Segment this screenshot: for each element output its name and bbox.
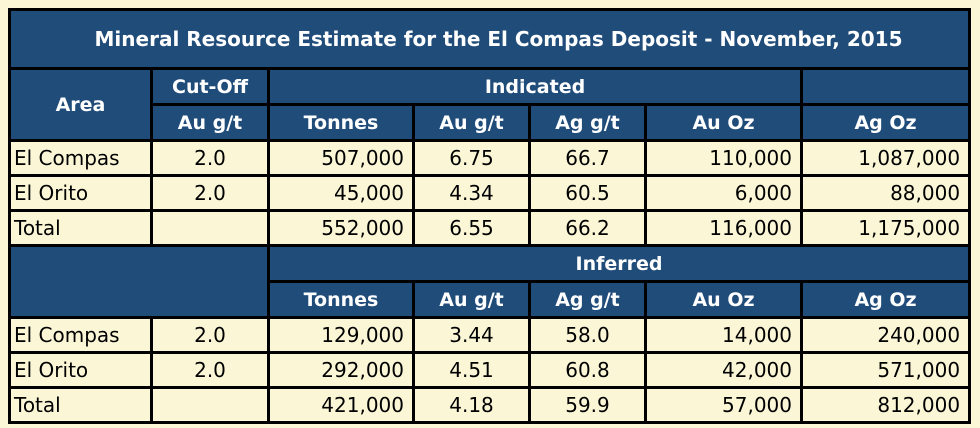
table-row-inferred-el-compas: El Compas 2.0 129,000 3.44 58.0 14,000 2… — [8, 316, 972, 354]
cell-area: Total — [8, 386, 153, 424]
cell-cutoff: 2.0 — [150, 351, 270, 389]
cell-au-gt: 4.18 — [412, 386, 531, 424]
table-row-indicated-el-compas: El Compas 2.0 507,000 6.75 66.7 110,000 … — [8, 139, 972, 177]
indicated-header-row-2: Au g/t Tonnes Au g/t Ag g/t Au Oz Ag Oz — [10, 103, 972, 142]
cell-au-oz: 42,000 — [644, 351, 803, 389]
cell-au-gt: 4.51 — [412, 351, 531, 389]
col-header-cutoff: Cut-Off — [150, 67, 270, 106]
cell-au-gt: 6.75 — [412, 139, 531, 177]
cell-ag-oz: 1,175,000 — [799, 209, 972, 247]
cell-cutoff — [150, 386, 270, 424]
col-header-au-gt: Au g/t — [412, 103, 531, 142]
cell-tonnes: 507,000 — [267, 139, 415, 177]
col-header-au-gt-inferred: Au g/t — [412, 280, 531, 319]
inferred-header-row-1: Inferred — [8, 244, 972, 319]
cell-tonnes: 292,000 — [267, 351, 415, 389]
table-row-inferred-total: Total 421,000 4.18 59.9 57,000 812,000 — [8, 386, 972, 424]
table-title-cell: Mineral Resource Estimate for the El Com… — [7, 8, 972, 70]
cell-au-gt: 6.55 — [412, 209, 531, 247]
section-header-inferred: Inferred — [266, 244, 972, 283]
cell-ag-gt: 60.8 — [528, 351, 647, 389]
cell-au-oz: 110,000 — [644, 139, 803, 177]
table-row-indicated-el-orito: El Orito 2.0 45,000 4.34 60.5 6,000 88,0… — [8, 174, 972, 212]
col-header-au-oz: Au Oz — [644, 103, 803, 142]
cell-au-oz: 6,000 — [644, 174, 803, 212]
section-header-indicated: Indicated — [267, 67, 803, 106]
col-header-au-oz-inferred: Au Oz — [644, 280, 803, 319]
cell-tonnes: 421,000 — [267, 386, 415, 424]
indicated-header-row-1: Area Cut-Off Indicated — [8, 67, 972, 142]
col-header-tonnes-inferred: Tonnes — [267, 280, 415, 319]
col-header-cutoff-unit: Au g/t — [150, 103, 270, 142]
cell-ag-oz: 812,000 — [799, 386, 972, 424]
table-row-indicated-total: Total 552,000 6.55 66.2 116,000 1,175,00… — [8, 209, 972, 247]
col-header-ag-oz-inferred: Ag Oz — [799, 280, 972, 319]
cell-area: El Orito — [8, 351, 153, 389]
cell-au-oz: 116,000 — [644, 209, 803, 247]
cell-tonnes: 552,000 — [267, 209, 415, 247]
cell-cutoff: 2.0 — [150, 139, 270, 177]
col-header-ag-gt-inferred: Ag g/t — [528, 280, 647, 319]
cell-area: El Compas — [8, 316, 153, 354]
inferred-header-row-2: Tonnes Au g/t Ag g/t Au Oz Ag Oz — [10, 280, 972, 319]
cell-au-gt: 4.34 — [412, 174, 531, 212]
cell-ag-gt: 58.0 — [528, 316, 647, 354]
cell-ag-gt: 60.5 — [528, 174, 647, 212]
table-row-inferred-el-orito: El Orito 2.0 292,000 4.51 60.8 42,000 57… — [8, 351, 972, 389]
cell-cutoff — [150, 209, 270, 247]
cell-area: El Orito — [8, 174, 153, 212]
cell-ag-oz: 88,000 — [799, 174, 972, 212]
cell-au-oz: 57,000 — [644, 386, 803, 424]
cell-ag-gt: 59.9 — [528, 386, 647, 424]
cell-au-oz: 14,000 — [644, 316, 803, 354]
cell-tonnes: 129,000 — [267, 316, 415, 354]
mineral-resource-table: Mineral Resource Estimate for the El Com… — [7, 8, 972, 424]
col-header-tonnes: Tonnes — [267, 103, 415, 142]
cell-tonnes: 45,000 — [267, 174, 415, 212]
cell-ag-gt: 66.2 — [528, 209, 647, 247]
col-header-ag-oz: Ag Oz — [799, 103, 972, 142]
col-header-ag-gt: Ag g/t — [528, 103, 647, 142]
cell-ag-oz: 1,087,000 — [799, 139, 972, 177]
cell-ag-oz: 571,000 — [799, 351, 972, 389]
cell-ag-gt: 66.7 — [528, 139, 647, 177]
cell-ag-oz: 240,000 — [799, 316, 972, 354]
table-title: Mineral Resource Estimate for the El Com… — [94, 26, 903, 51]
inferred-header-spacer-cell — [8, 244, 270, 319]
cell-cutoff: 2.0 — [150, 316, 270, 354]
title-row: Mineral Resource Estimate for the El Com… — [7, 8, 972, 70]
cell-area: Total — [8, 209, 153, 247]
cell-cutoff: 2.0 — [150, 174, 270, 212]
col-header-area: Area — [8, 67, 153, 142]
cell-area: El Compas — [8, 139, 153, 177]
indicated-header-spacer-cell — [799, 67, 972, 106]
cell-au-gt: 3.44 — [412, 316, 531, 354]
